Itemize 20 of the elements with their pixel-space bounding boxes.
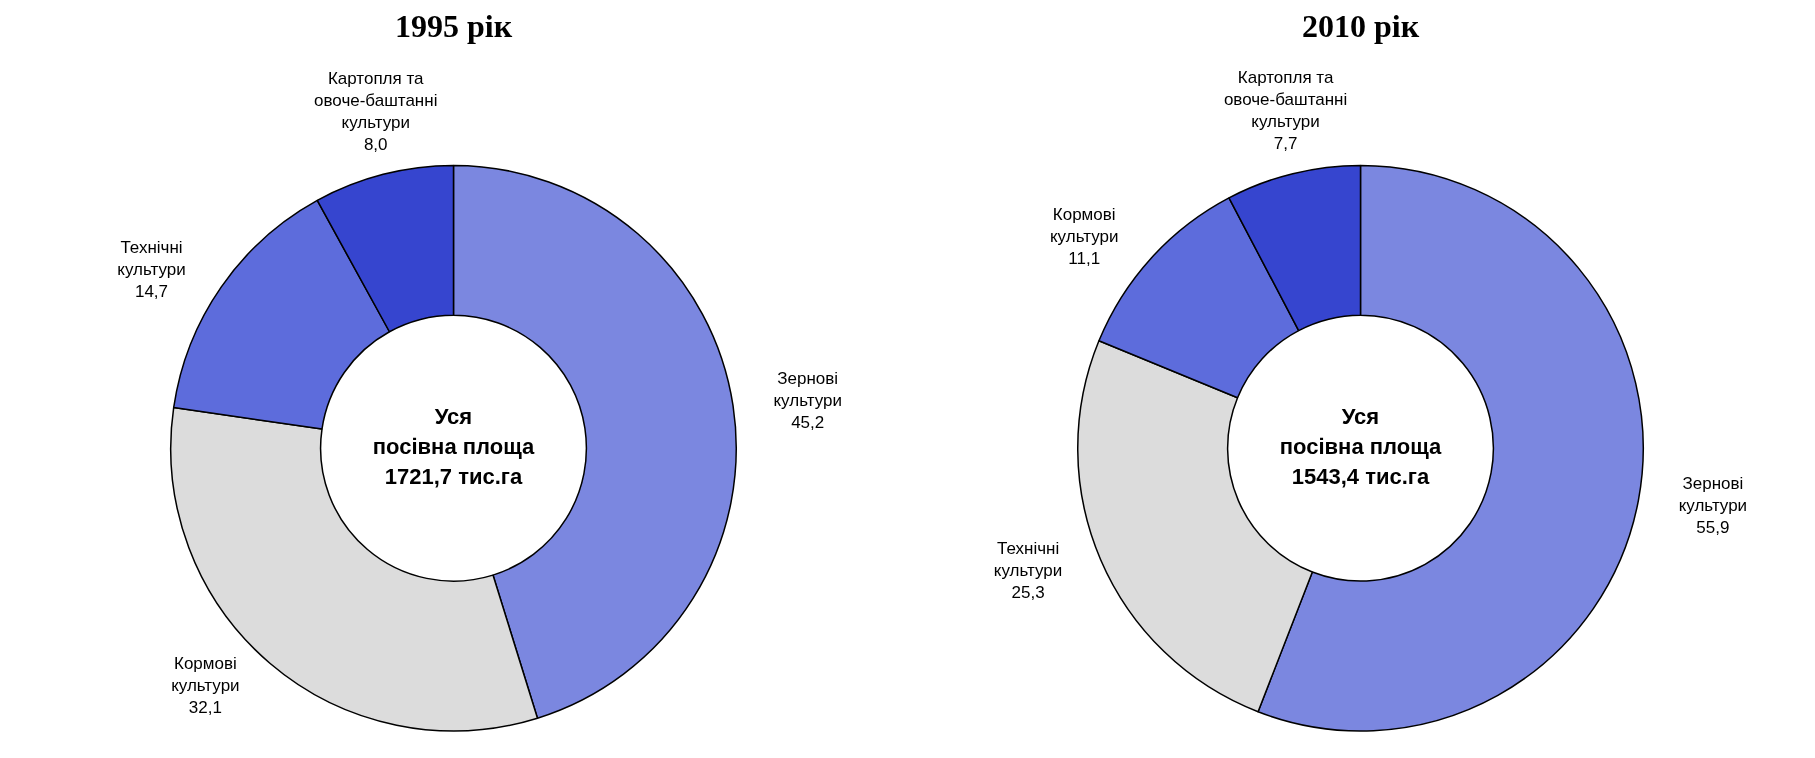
slice-label: Картопля та овоче-баштанні культури — [314, 68, 438, 132]
data-label: 32,1 — [188, 697, 222, 717]
slice-label: Кормові культури — [171, 653, 240, 695]
slice-label: Зернові культури — [1678, 473, 1748, 515]
text: Уся посівна площа 1721,7 тис.га — [372, 404, 535, 490]
slice-label: Зернові культури — [773, 368, 842, 410]
data-label: 25,3 — [1011, 583, 1045, 603]
chart-title: 2010 рік — [1301, 8, 1420, 45]
slice-label: Кормові культури — [1049, 205, 1119, 247]
data-label: 7,7 — [1273, 134, 1298, 154]
slice-label: Технічні культури — [993, 539, 1063, 581]
data-label: 45,2 — [791, 412, 825, 432]
text: Уся посівна площа 1543,4 тис.га — [1279, 404, 1442, 490]
chart-title: 1995 рік — [394, 8, 513, 45]
data-label: 11,1 — [1068, 249, 1101, 269]
data-label: 8,0 — [363, 134, 388, 154]
data-label: 55,9 — [1696, 517, 1730, 537]
slice-label: Картопля та овоче-баштанні культури — [1223, 68, 1348, 132]
data-label: 14,7 — [134, 281, 169, 301]
slice-label: Технічні культури — [117, 237, 186, 279]
